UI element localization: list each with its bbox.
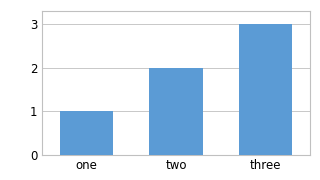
Bar <box>60 111 113 155</box>
Bar <box>239 24 292 155</box>
Bar <box>149 68 203 155</box>
